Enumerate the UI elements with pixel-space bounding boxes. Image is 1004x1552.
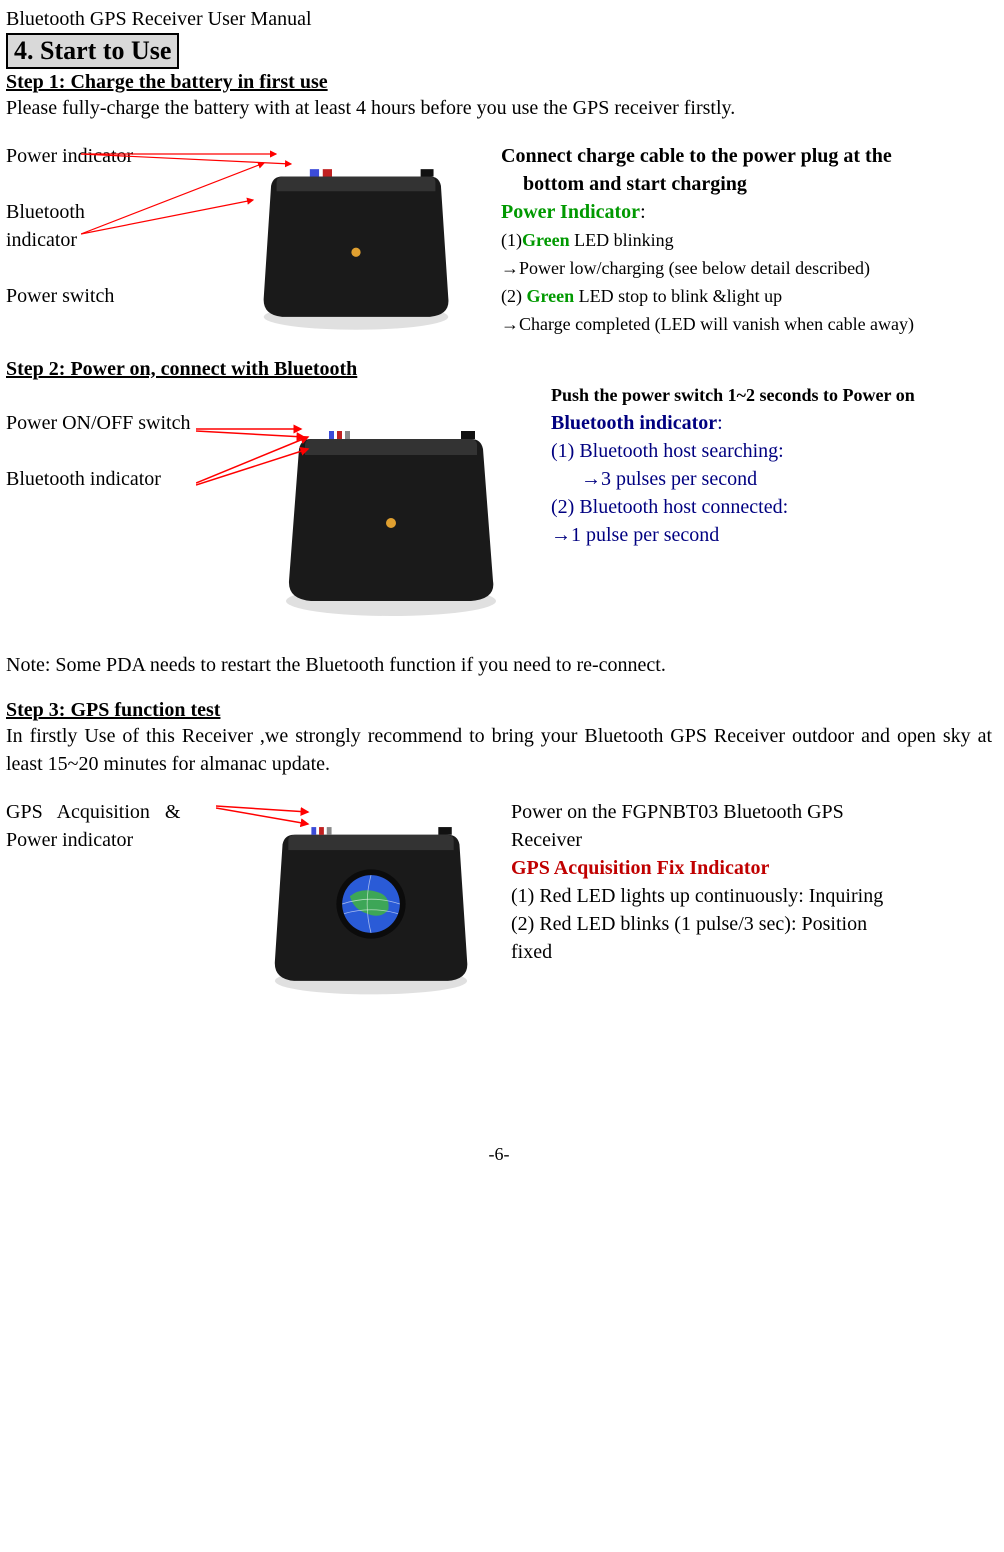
label-bluetooth-b: indicator bbox=[6, 226, 211, 254]
s3-r1a: Power on the FGPNBT03 Bluetooth GPS bbox=[511, 801, 844, 823]
s1-r4: →Power low/charging (see below detail de… bbox=[501, 254, 992, 282]
s1-r3-prefix: (1) bbox=[501, 230, 522, 250]
s2-r4: (2) Bluetooth host connected: bbox=[551, 493, 992, 521]
device-illustration-2 bbox=[261, 411, 521, 621]
s1-r3-suffix: LED blinking bbox=[570, 230, 674, 250]
s1-r2-colon: : bbox=[640, 201, 646, 223]
device-illustration-1 bbox=[236, 148, 476, 338]
step3-intro: In firstly Use of this Receiver ,we stro… bbox=[6, 722, 992, 778]
s3-r3: (1) Red LED lights up continuously: Inqu… bbox=[511, 882, 992, 910]
s1-r5-green: Green bbox=[527, 286, 575, 306]
page-footer: -6- bbox=[6, 1144, 992, 1165]
s3-r1b: Receiver bbox=[511, 826, 992, 854]
s1-r5-prefix: (2) bbox=[501, 286, 527, 306]
label-bt-indicator: Bluetooth indicator bbox=[6, 465, 231, 493]
s1-r3-green: Green bbox=[522, 230, 570, 250]
s1-r5-suffix: LED stop to blink &light up bbox=[574, 286, 782, 306]
step3-right: Power on the FGPNBT03 Bluetooth GPS Rece… bbox=[511, 798, 992, 1004]
s1-r1a: Connect charge cable to the power plug a… bbox=[501, 145, 892, 167]
section-header: 4. Start to Use bbox=[6, 33, 179, 69]
step3-device-area bbox=[231, 798, 511, 1004]
step1-device-area bbox=[211, 142, 501, 338]
label-gps-acq-a: GPS Acquisition & bbox=[6, 798, 231, 826]
label-power-switch: Power switch bbox=[6, 282, 211, 310]
step2-device-area bbox=[231, 381, 551, 621]
step2-right: Push the power switch 1~2 seconds to Pow… bbox=[551, 381, 992, 621]
step1-title: Step 1: Charge the battery in first use bbox=[6, 71, 992, 94]
s3-r4b: fixed bbox=[511, 938, 992, 966]
s1-r2-label: Power Indicator bbox=[501, 201, 640, 223]
s2-r1-colon: : bbox=[717, 412, 723, 434]
s2-r5: →1 pulse per second bbox=[551, 521, 992, 549]
step1-intro: Please fully-charge the battery with at … bbox=[6, 94, 992, 122]
step1-left-labels: Power indicator Bluetooth indicator Powe… bbox=[6, 142, 211, 338]
step3-left-labels: GPS Acquisition & Power indicator bbox=[6, 798, 231, 1004]
s2-r3: →3 pulses per second bbox=[551, 465, 992, 493]
s1-r6: →Charge completed (LED will vanish when … bbox=[501, 310, 992, 338]
step3-title: Step 3: GPS function test bbox=[6, 699, 992, 722]
device-illustration-3 bbox=[246, 804, 496, 1004]
doc-title: Bluetooth GPS Receiver User Manual bbox=[6, 8, 992, 31]
step2-left-labels: Power ON/OFF switch Bluetooth indicator bbox=[6, 381, 231, 621]
s3-r2: GPS Acquisition Fix Indicator bbox=[511, 854, 992, 882]
label-bluetooth-a: Bluetooth bbox=[6, 198, 211, 226]
label-power-indicator: Power indicator bbox=[6, 142, 211, 170]
label-gps-acq-b: Power indicator bbox=[6, 826, 231, 854]
step2-title: Step 2: Power on, connect with Bluetooth bbox=[6, 358, 992, 381]
s2-r1-label: Bluetooth indicator bbox=[551, 412, 717, 434]
label-onoff-switch: Power ON/OFF switch bbox=[6, 409, 231, 437]
s2-r0: Push the power switch 1~2 seconds to Pow… bbox=[551, 381, 992, 409]
step1-right: Connect charge cable to the power plug a… bbox=[501, 142, 992, 338]
s1-r1b: bottom and start charging bbox=[523, 173, 747, 195]
step2-note: Note: Some PDA needs to restart the Blue… bbox=[6, 651, 992, 679]
s2-r2: (1) Bluetooth host searching: bbox=[551, 437, 992, 465]
s3-r4a: (2) Red LED blinks (1 pulse/3 sec): Posi… bbox=[511, 910, 992, 938]
